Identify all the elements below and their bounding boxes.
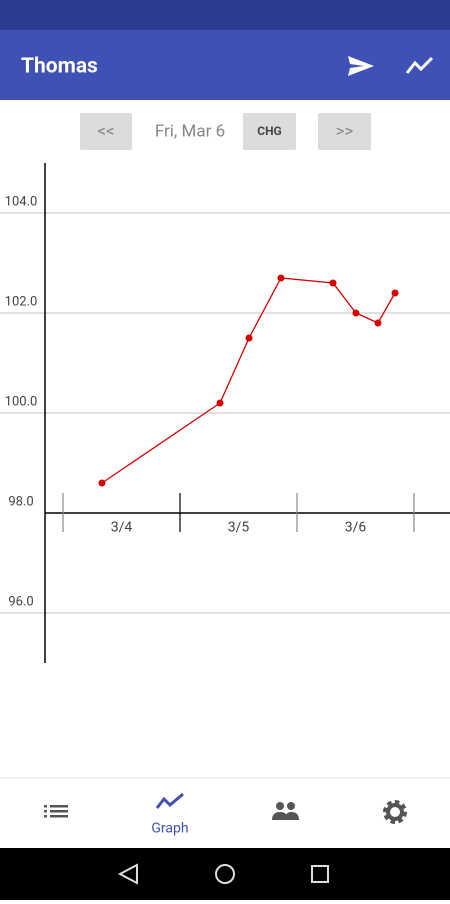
x-tick-label: 3/4 xyxy=(111,520,133,536)
app-title: Thomas xyxy=(21,55,98,79)
app-bar xyxy=(0,30,450,100)
next-label: >> xyxy=(336,121,354,141)
y-tick-label: 100.0 xyxy=(5,394,38,409)
system-nav xyxy=(0,848,450,900)
prev-label: << xyxy=(97,121,114,141)
data-line xyxy=(101,277,396,484)
y-tick-label: 102.0 xyxy=(5,294,38,309)
home-button[interactable] xyxy=(215,864,235,884)
bottom-nav xyxy=(0,778,450,848)
data-point xyxy=(391,289,399,297)
next-button[interactable] xyxy=(318,113,371,150)
people-icon[interactable] xyxy=(272,802,299,820)
change-button[interactable] xyxy=(243,113,296,150)
y-tick-label: 96.0 xyxy=(8,594,33,609)
prev-button[interactable] xyxy=(80,113,132,150)
y-tick-label: 104.0 xyxy=(5,194,38,209)
x-tick-label: 3/6 xyxy=(345,520,367,536)
graph-tab-label[interactable]: Graph xyxy=(151,821,188,837)
back-button[interactable] xyxy=(117,863,138,885)
y-tick-label: 98.0 xyxy=(8,494,33,509)
data-point xyxy=(98,479,106,487)
settings-icon[interactable] xyxy=(383,800,407,824)
list-icon[interactable] xyxy=(44,805,68,818)
chart: 96.0 98.0 100.0 102.0 104.0 3/4 3/5 3/6 xyxy=(0,163,450,663)
send-icon[interactable] xyxy=(348,56,374,76)
date-label: Fri, Mar 6 xyxy=(155,121,225,141)
recents-button[interactable] xyxy=(311,865,329,883)
content xyxy=(0,100,450,778)
graph-icon[interactable] xyxy=(405,56,434,74)
data-point xyxy=(216,399,224,407)
data-point xyxy=(329,279,337,287)
change-label: CHG xyxy=(257,124,282,138)
graph-tab-icon[interactable] xyxy=(155,792,184,809)
data-point xyxy=(277,274,285,282)
data-point xyxy=(374,319,382,327)
data-point xyxy=(245,334,253,342)
x-tick-label: 3/5 xyxy=(228,520,250,536)
status-bar xyxy=(0,0,450,30)
data-point xyxy=(352,309,360,317)
